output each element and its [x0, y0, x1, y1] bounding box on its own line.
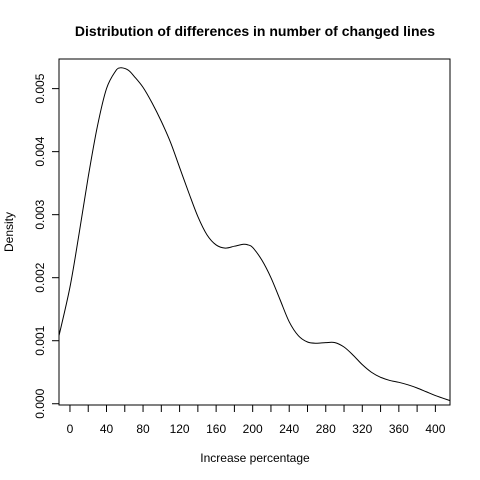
x-tick-label: 280 [316, 422, 336, 436]
y-tick-label: 0.002 [33, 262, 47, 292]
density-curve [59, 68, 450, 401]
x-tick-label: 0 [67, 422, 74, 436]
x-tick-label: 40 [100, 422, 114, 436]
y-tick-label: 0.001 [33, 325, 47, 355]
x-axis-label: Increase percentage [200, 451, 310, 465]
x-tick-label: 160 [206, 422, 226, 436]
y-tick-label: 0.005 [33, 73, 47, 103]
x-tick-label: 120 [170, 422, 190, 436]
x-axis: 0 40 80 120 160 200 240 280 320 360 400 [67, 405, 446, 436]
y-axis: 0.000 0.001 0.002 0.003 0.004 0.005 [33, 73, 59, 418]
chart-title: Distribution of differences in number of… [75, 23, 435, 39]
x-tick-label: 320 [352, 422, 372, 436]
x-tick-label: 360 [389, 422, 409, 436]
y-tick-label: 0.004 [33, 136, 47, 166]
y-axis-label: Density [2, 212, 16, 252]
plot-frame [59, 59, 450, 405]
x-tick-label: 80 [136, 422, 150, 436]
x-tick-label: 240 [279, 422, 299, 436]
y-tick-label: 0.003 [33, 199, 47, 229]
y-tick-label: 0.000 [33, 388, 47, 418]
x-tick-label: 400 [425, 422, 445, 436]
x-tick-label: 200 [243, 422, 263, 436]
